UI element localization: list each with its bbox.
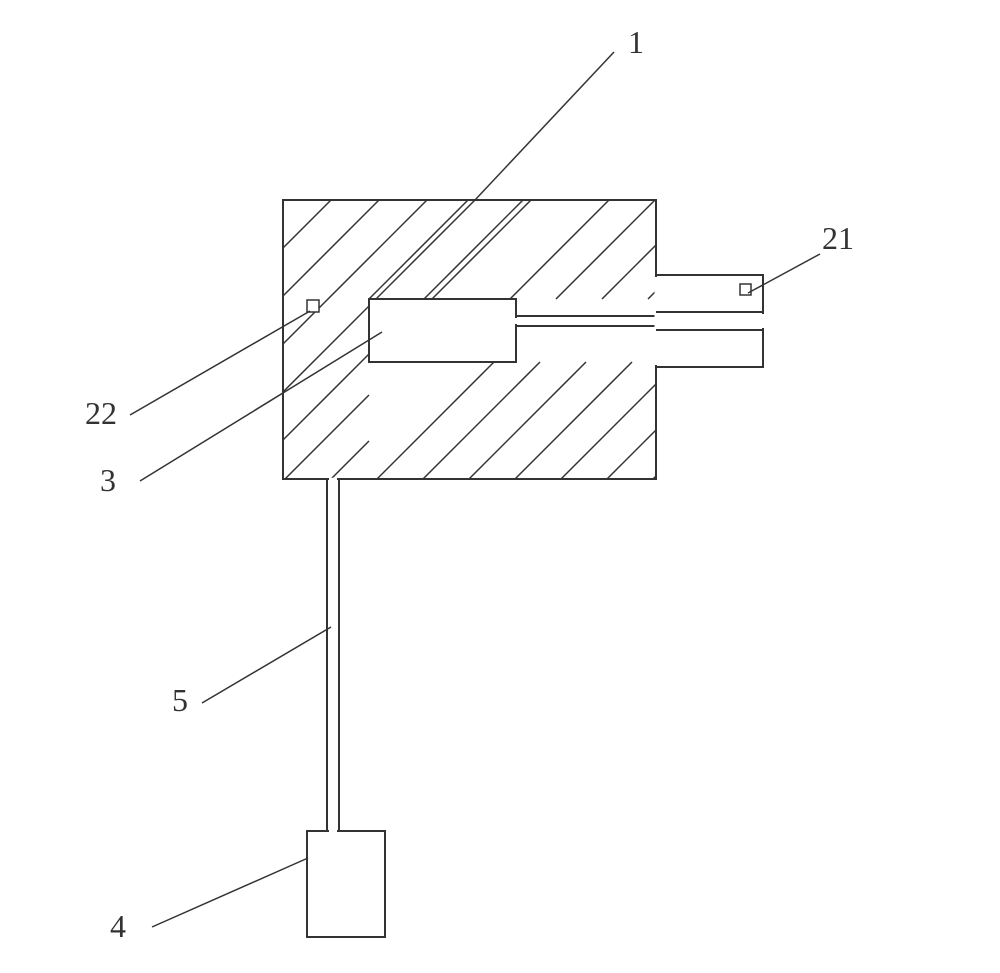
right-protrusion [656, 275, 763, 367]
label-21: 21 [822, 220, 854, 257]
label-3: 3 [100, 462, 116, 499]
label-5: 5 [172, 682, 188, 719]
label-4: 4 [110, 908, 126, 945]
diagram-svg [0, 0, 1000, 973]
inner-chamber [369, 299, 516, 362]
diagram-canvas: 1 21 22 3 5 4 [0, 0, 1000, 973]
bottom-block [307, 831, 385, 937]
connecting-rod [516, 316, 656, 326]
vertical-pipe [327, 479, 339, 831]
marker-22 [307, 300, 319, 312]
leader-lines [130, 52, 820, 927]
label-22: 22 [85, 395, 117, 432]
marker-21 [740, 284, 751, 295]
label-1: 1 [628, 24, 644, 61]
